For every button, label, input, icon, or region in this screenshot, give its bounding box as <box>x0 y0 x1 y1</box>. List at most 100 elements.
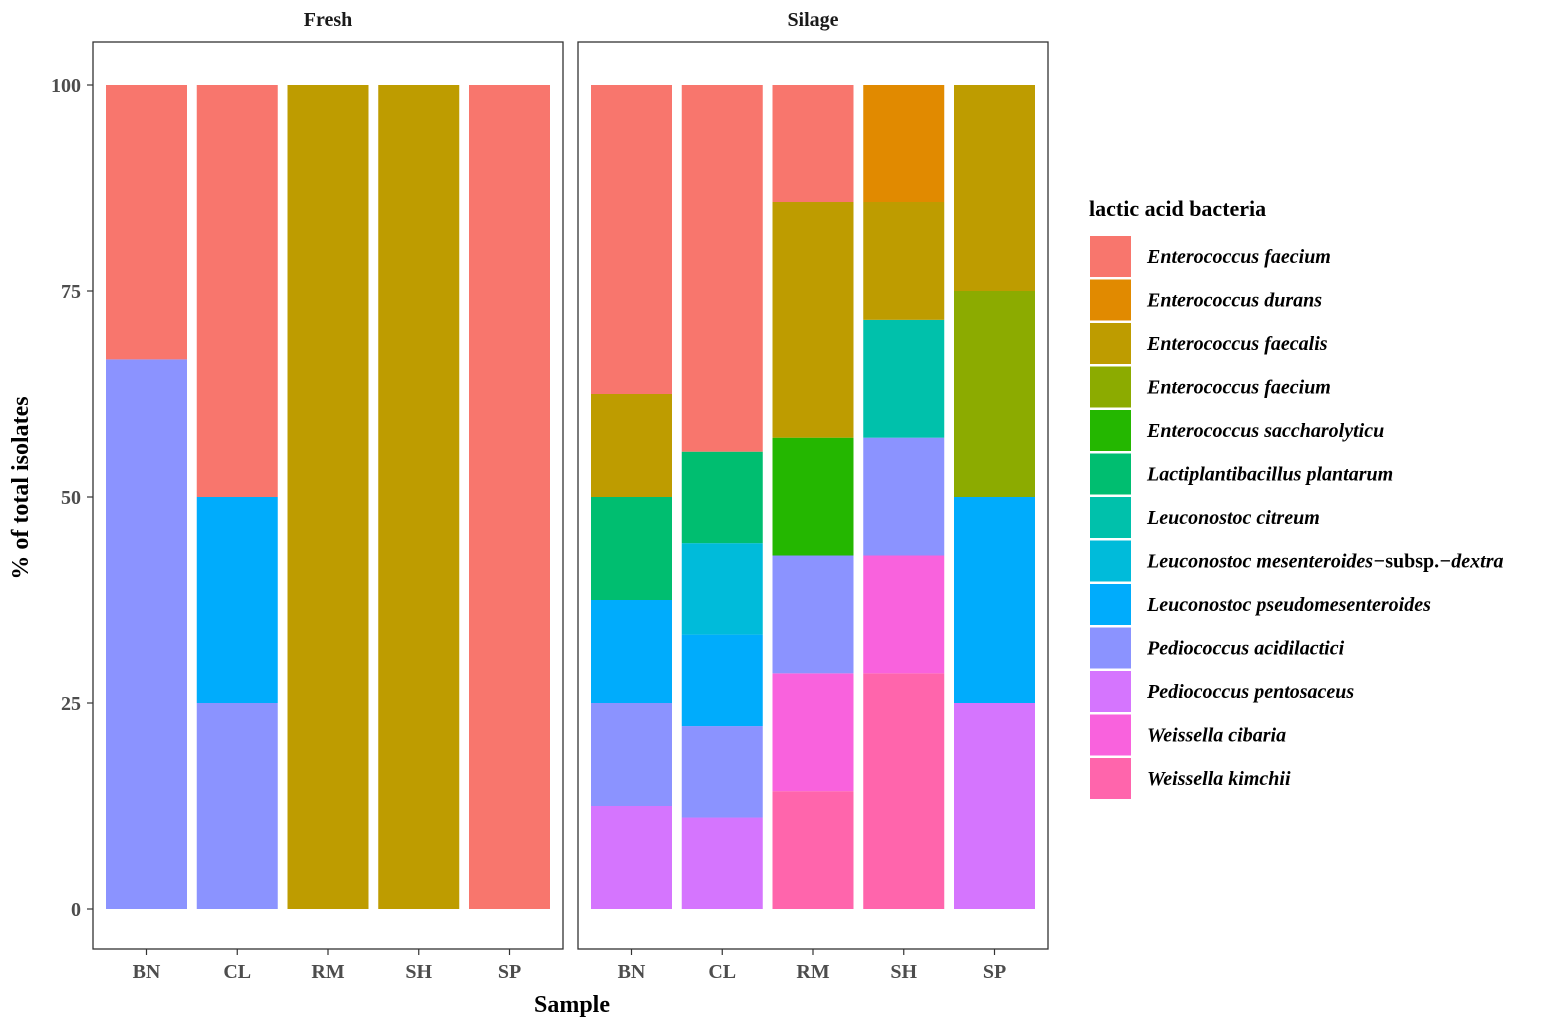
bar-sp <box>954 85 1035 909</box>
legend-label-lps: Leuconostoc pseudomesenteroides <box>1146 594 1431 616</box>
legend-swatch-ef1 <box>1090 236 1131 277</box>
x-tick-label: RM <box>311 961 344 983</box>
legend-label-esa: Enterococcus saccharolyticu <box>1146 420 1384 442</box>
bar-cl <box>196 85 278 909</box>
bar-segment-lps <box>954 497 1035 703</box>
bar-segment-pac <box>863 437 945 556</box>
x-tick-label: SH <box>405 961 432 983</box>
y-tick-label: 0 <box>71 899 81 921</box>
legend-swatch-wki <box>1090 758 1131 799</box>
bar-segment-lps <box>196 497 278 703</box>
panel-strip-label: Fresh <box>304 9 353 31</box>
bar-sh <box>378 85 460 909</box>
bar-segment-edu <box>863 85 945 203</box>
bar-segment-esa <box>772 437 854 556</box>
panel-silage: Silage BN CL RM SH SP <box>577 9 1049 983</box>
panels-layer: Fresh BN CL RM SH SP Silage BN CL RM SH SP <box>92 9 1049 983</box>
legend-label-ef2: Enterococcus faecium <box>1146 377 1331 399</box>
x-axis-title: Sample <box>534 992 610 1018</box>
bar-segment-pac <box>196 703 278 909</box>
panel-fresh: Fresh BN CL RM SH SP <box>92 9 564 983</box>
legend-label-ppe: Pediococcus pentosaceus <box>1146 681 1354 703</box>
y-axis: 0 25 50 75 100 <box>51 75 93 921</box>
bar-segment-pac <box>106 359 187 910</box>
bar-segment-lps <box>591 600 672 703</box>
bar-segment-ppe <box>591 806 672 909</box>
y-axis-title: % of total isolates <box>8 396 34 579</box>
x-tick-label: BN <box>618 961 646 983</box>
legend-label-wci: Weissella cibaria <box>1147 725 1286 747</box>
bar-segment-wci <box>772 673 854 792</box>
panel-border <box>577 41 1049 950</box>
legend-swatch-edu <box>1090 279 1131 321</box>
bar-segment-efs <box>591 394 672 497</box>
legend-label-lpl: Lactiplantibacillus plantarum <box>1146 464 1393 486</box>
bar-segment-wki <box>863 673 945 909</box>
bar-segment-ef1 <box>591 85 672 394</box>
x-tick-label: SP <box>983 961 1006 983</box>
bar-segment-ef1 <box>469 85 550 909</box>
legend-label-edu: Enterococcus durans <box>1146 290 1322 312</box>
bar-sh <box>863 85 945 909</box>
bar-segment-pac <box>681 726 763 818</box>
legend-swatch-pac <box>1090 627 1131 669</box>
bar-segment-pac <box>772 555 854 674</box>
bar-segment-ef2 <box>954 291 1035 497</box>
bar-rm <box>772 85 854 909</box>
bar-segment-efs <box>287 85 369 909</box>
bar-segment-lme <box>681 543 763 635</box>
panel-border <box>92 41 564 950</box>
legend-swatch-lci <box>1090 497 1131 538</box>
bar-segment-lci <box>863 319 945 438</box>
bar-bn <box>591 85 672 909</box>
legend-swatch-lpl <box>1090 453 1131 495</box>
bar-segment-efs <box>863 202 945 320</box>
bar-rm <box>287 85 369 909</box>
legend-label-lci: Leuconostoc citreum <box>1146 507 1320 529</box>
bar-segment-ef1 <box>772 85 854 203</box>
legend-swatch-esa <box>1090 410 1131 451</box>
legend-swatch-wci <box>1090 714 1131 756</box>
bar-segment-ef1 <box>681 85 763 452</box>
bar-cl <box>681 85 763 909</box>
y-tick-label: 75 <box>61 281 81 303</box>
legend-swatch-ppe <box>1090 671 1131 712</box>
legend-label-pac: Pediococcus acidilactici <box>1146 638 1345 660</box>
bar-segment-ef1 <box>196 85 278 497</box>
legend-swatch-efs <box>1090 323 1131 364</box>
bar-segment-lps <box>681 634 763 727</box>
legend-swatch-lme <box>1090 540 1131 582</box>
bar-segment-lpl <box>681 451 763 544</box>
bar-segment-ppe <box>681 817 763 909</box>
y-tick-label: 50 <box>61 487 81 509</box>
bar-segment-efs <box>378 85 460 909</box>
legend: lactic acid bacteria Enterococcus faeciu… <box>1089 196 1503 799</box>
x-tick-label: SP <box>498 961 521 983</box>
legend-title: lactic acid bacteria <box>1089 196 1266 221</box>
legend-label-efs: Enterococcus faecalis <box>1146 333 1328 355</box>
y-tick-label: 100 <box>51 75 81 97</box>
bar-segment-wki <box>772 791 854 909</box>
bar-sp <box>469 85 550 909</box>
x-tick-label: RM <box>796 961 829 983</box>
bar-segment-ef1 <box>106 85 187 360</box>
legend-swatch-ef2 <box>1090 366 1131 408</box>
legend-label-ef1: Enterococcus faecium <box>1146 246 1331 268</box>
bar-segment-wci <box>863 555 945 674</box>
x-tick-label: CL <box>223 961 251 983</box>
panel-strip-label: Silage <box>787 9 838 31</box>
bar-segment-ppe <box>954 703 1035 909</box>
bar-segment-pac <box>591 703 672 806</box>
y-tick-label: 25 <box>61 693 81 715</box>
legend-label-lme: Leuconostoc mesenteroides−subsp.−dextra <box>1146 551 1503 573</box>
x-tick-label: CL <box>708 961 736 983</box>
bar-bn <box>106 85 187 910</box>
x-tick-label: SH <box>890 961 917 983</box>
legend-swatch-lps <box>1090 584 1131 625</box>
x-tick-label: BN <box>133 961 161 983</box>
bar-segment-efs <box>772 202 854 438</box>
bar-segment-lpl <box>591 497 672 600</box>
bar-segment-efs <box>954 85 1035 291</box>
legend-label-wki: Weissella kimchii <box>1147 768 1291 790</box>
